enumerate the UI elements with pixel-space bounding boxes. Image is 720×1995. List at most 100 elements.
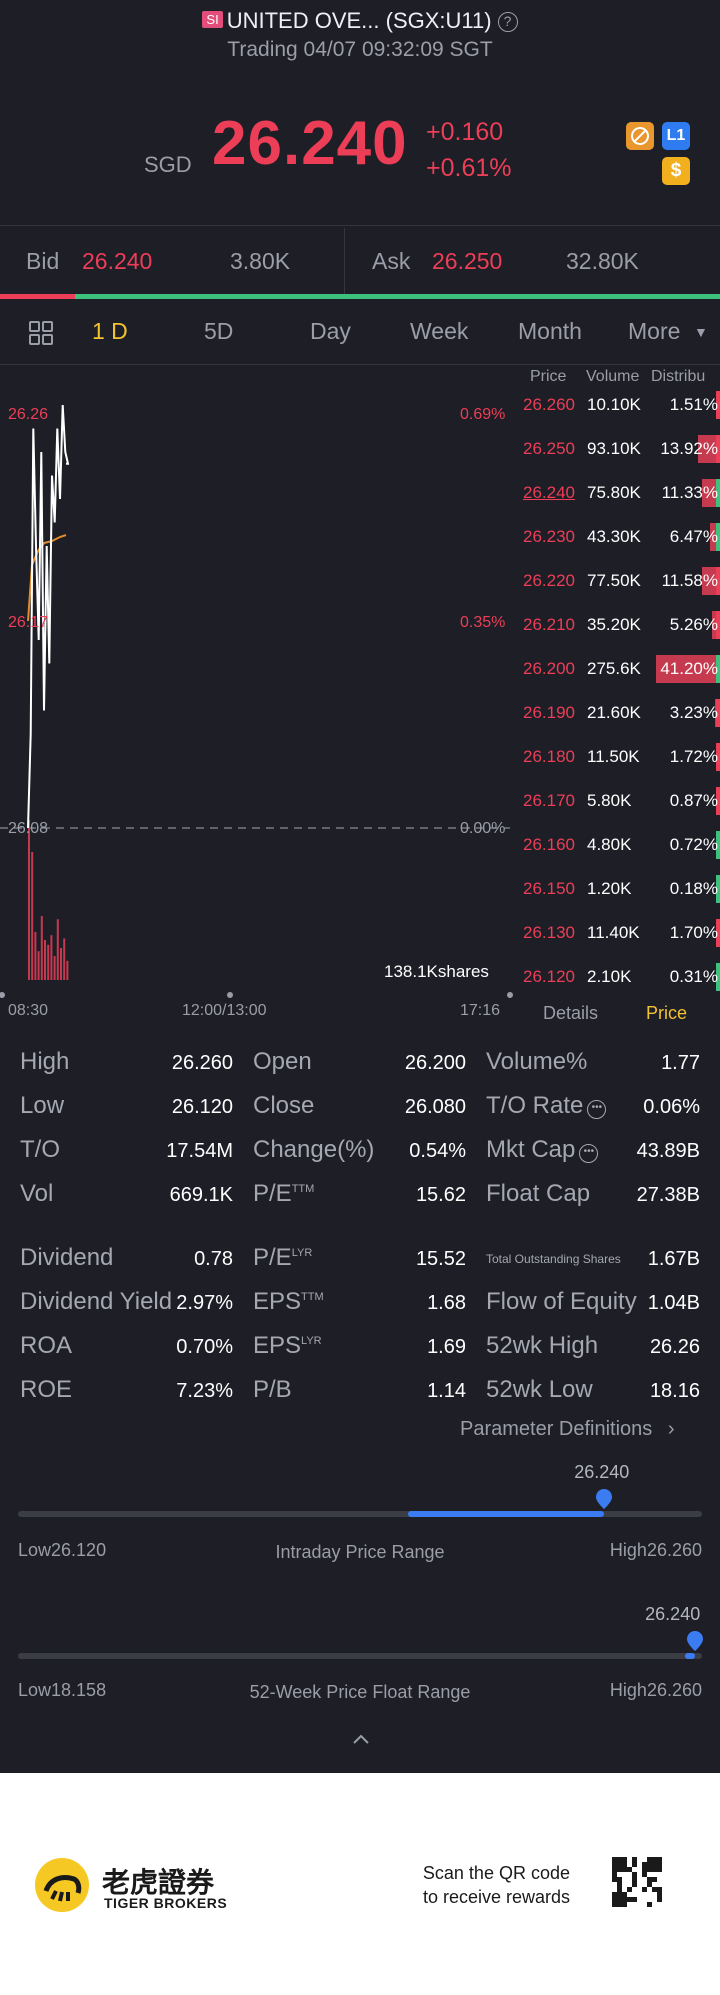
tab-5d[interactable]: 5D <box>204 318 234 344</box>
tab-day[interactable]: Day <box>310 318 351 344</box>
info-dots-icon[interactable]: ••• <box>587 1100 607 1119</box>
orderbook-dist: 11.33% <box>661 483 718 502</box>
orderbook-dist: 11.58% <box>661 571 718 590</box>
orderbook-price: 26.130 <box>523 923 575 942</box>
stat-to: 17.54M <box>166 1140 233 1162</box>
intraday-title: Intraday Price Range <box>275 1542 445 1562</box>
stat-dividend-label: Dividend <box>20 1244 114 1271</box>
tab-1d[interactable]: 1 D <box>92 318 128 344</box>
stat-mktcap: 43.89B <box>636 1140 700 1162</box>
chevron-up-icon[interactable] <box>352 1732 370 1750</box>
orderbook-volume: 21.60K <box>587 703 641 722</box>
stat-floatcap-label: Float Cap <box>486 1180 591 1207</box>
x-label-start: 08:30 <box>8 1002 49 1019</box>
side-indicator <box>716 611 720 639</box>
qr-code-icon[interactable] <box>612 1857 662 1912</box>
orderbook-dist: 41.20% <box>660 659 718 678</box>
stat-52l-label: 52wk Low <box>486 1376 593 1403</box>
stat-roe: 7.23% <box>176 1380 233 1402</box>
stat-change: 0.54% <box>409 1140 466 1162</box>
chevron-down-icon[interactable]: ▼ <box>694 324 708 340</box>
param-defs-link[interactable]: Parameter Definitions › <box>460 1418 675 1441</box>
side-indicator <box>716 875 720 903</box>
stat-52h-label: 52wk High <box>486 1332 599 1359</box>
orderbook-row: 26.210 35.20K 5.26% <box>520 605 720 649</box>
volume-bar <box>28 820 30 980</box>
stock-title-row[interactable]: SI UNITED OVE... (SGX:U11)? <box>0 8 720 34</box>
stat-roe-label: ROE <box>20 1376 73 1403</box>
week52-title: 52-Week Price Float Range <box>249 1682 471 1702</box>
volume-bar <box>53 956 56 980</box>
stat-open: 26.200 <box>404 1052 466 1074</box>
tab-price[interactable]: Price <box>646 1003 688 1023</box>
ob-header-dist: Distribu <box>651 368 706 385</box>
brand-en: TIGER BROKERS <box>104 1895 228 1911</box>
orderbook-row: 26.220 77.50K 11.58% <box>520 561 720 605</box>
stat-floatcap: 27.38B <box>636 1184 700 1206</box>
level1-icon[interactable]: L1 <box>662 122 690 150</box>
orderbook-price: 26.200 <box>523 659 575 678</box>
intraday-chart[interactable]: 26.26 26.17 26.08 0.69% 0.35% 0.00% 138.… <box>0 365 520 1020</box>
stat-roa: 0.70% <box>176 1336 233 1358</box>
tab-month[interactable]: Month <box>518 318 582 344</box>
orderbook-volume: 5.80K <box>587 791 632 810</box>
orderbook-price: 26.220 <box>523 571 575 590</box>
orderbook-dist: 0.72% <box>669 835 718 854</box>
no-shorting-icon[interactable] <box>626 122 654 150</box>
stat-high: 26.260 <box>171 1052 233 1074</box>
distribution-bar <box>709 523 720 551</box>
week52-current: 26.240 <box>645 1604 701 1624</box>
orderbook-row: 26.260 10.10K 1.51% <box>520 385 720 429</box>
dollar-icon[interactable]: $ <box>662 157 690 185</box>
y-label-high: 26.26 <box>8 406 49 423</box>
stat-pe-lyr-label: P/ELYR <box>253 1244 313 1271</box>
stat-vol: 669.1K <box>169 1184 233 1206</box>
stat-high-label: High <box>20 1048 70 1075</box>
orderbook-volume: 4.80K <box>587 835 632 854</box>
y-label-mid: 26.17 <box>8 614 49 631</box>
volume-label: 138.1Kshares <box>384 962 489 981</box>
orderbook-price: 26.160 <box>523 835 575 854</box>
stat-torate: 0.06% <box>643 1096 700 1118</box>
orderbook-dist: 6.47% <box>669 527 718 546</box>
tab-more[interactable]: More <box>628 318 681 344</box>
stat-eps-ttm: 1.68 <box>427 1292 466 1314</box>
side-indicator <box>716 787 720 815</box>
orderbook-row: 26.150 1.20K 0.18% <box>520 869 720 913</box>
volume-bar <box>47 944 50 980</box>
price-line <box>27 404 70 829</box>
orderbook-volume: 1.20K <box>587 879 632 898</box>
brand-cn: 老虎證券 <box>102 1866 215 1899</box>
volume-bar <box>66 960 69 980</box>
intraday-current: 26.240 <box>574 1462 630 1482</box>
volume-bar <box>56 919 59 980</box>
chart-canvas <box>0 404 513 998</box>
volume-bar <box>34 932 37 980</box>
distribution-bar <box>698 435 720 463</box>
info-dots-icon[interactable]: ••• <box>579 1144 599 1163</box>
stat-to-label: T/O <box>20 1136 60 1163</box>
currency-label: SGD <box>144 152 192 177</box>
market-badge: SI <box>202 11 223 28</box>
week52-high: High26.260 <box>609 1680 702 1700</box>
distribution-bar <box>656 655 720 683</box>
question-circle-icon[interactable]: ? <box>497 12 518 32</box>
quote-header: SI UNITED OVE... (SGX:U11)? Trading 04/07… <box>0 0 720 225</box>
grid-icon[interactable] <box>28 320 54 351</box>
stat-divyield-label: Dividend Yield <box>20 1288 173 1315</box>
divider <box>0 225 720 226</box>
tab-week[interactable]: Week <box>410 318 469 344</box>
orderbook-volume: 11.40K <box>587 923 640 942</box>
tab-details[interactable]: Details <box>543 1003 599 1023</box>
ask-label: Ask <box>372 248 411 274</box>
stat-dividend: 0.78 <box>194 1248 233 1270</box>
volume-bar <box>50 935 53 980</box>
stat-divyield: 2.97% <box>176 1292 233 1314</box>
side-indicator <box>716 831 720 859</box>
orderbook-price: 26.150 <box>523 879 575 898</box>
orderbook-dist: 1.72% <box>669 747 718 766</box>
stat-tos-label: Total Outstanding Shares <box>486 1252 621 1266</box>
orderbook-volume: 75.80K <box>587 483 641 502</box>
scan-text-2: to receive rewards <box>422 1887 570 1907</box>
volume-bar <box>44 940 46 980</box>
